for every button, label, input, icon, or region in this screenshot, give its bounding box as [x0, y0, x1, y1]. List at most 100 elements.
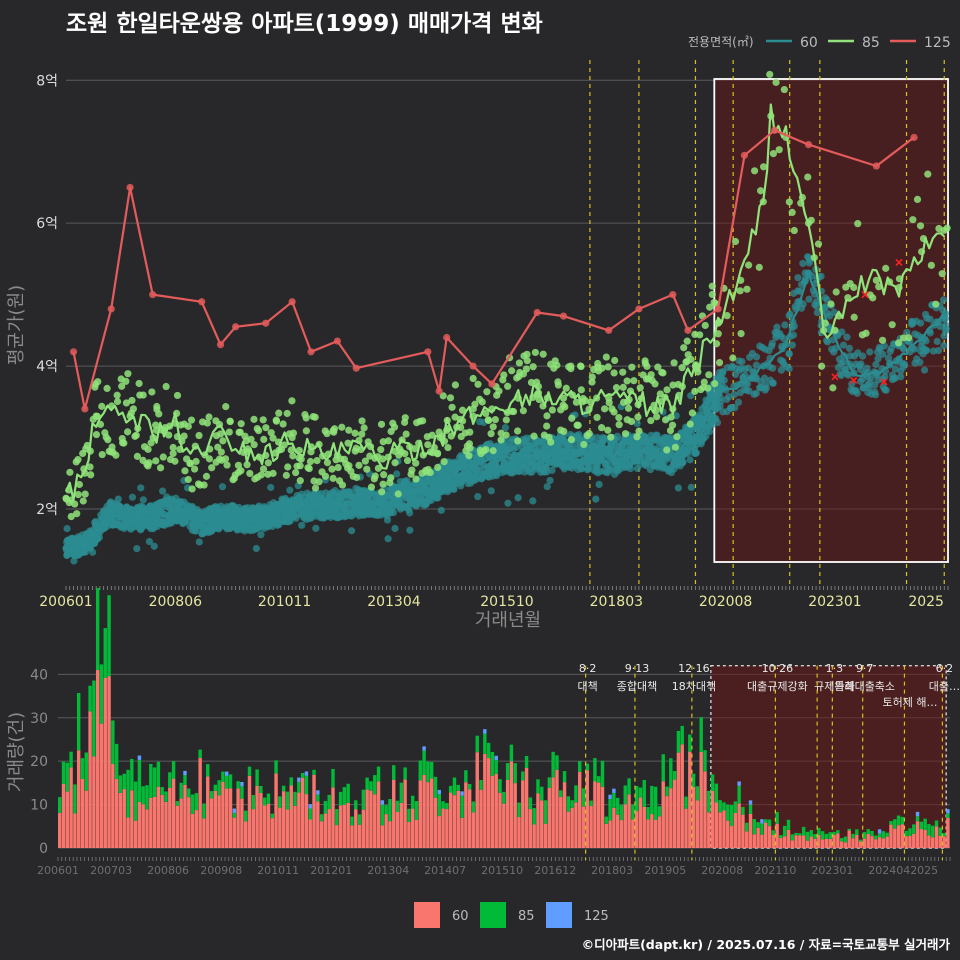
volume-bar-85 — [623, 785, 627, 805]
volume-bar-85 — [820, 831, 825, 840]
scatter-point-85 — [483, 388, 491, 396]
scatter-point-85 — [772, 78, 780, 86]
volume-bar-85 — [657, 806, 662, 817]
volume-bar-85 — [540, 786, 544, 801]
volume-bar-60 — [168, 787, 172, 848]
volume-bar-60 — [262, 805, 267, 848]
scatter-point-60 — [840, 358, 848, 366]
volume-bar-60 — [133, 820, 138, 848]
volume-bar-85 — [411, 795, 415, 809]
scatter-point-85 — [267, 429, 275, 437]
scatter-point-60 — [805, 254, 813, 262]
volume-bar-85 — [202, 803, 206, 819]
volume-bar-60 — [395, 812, 400, 848]
scatter-point-60 — [674, 484, 682, 492]
volume-bar-85 — [896, 815, 901, 826]
data-point-85 — [850, 283, 858, 292]
scatter-point-85 — [226, 417, 234, 425]
scatter-point-85 — [736, 287, 744, 295]
scatter-point-60 — [393, 470, 401, 478]
scatter-point-85 — [755, 263, 763, 271]
scatter-point-85 — [131, 432, 139, 440]
volume-bar-85 — [946, 813, 950, 819]
volume-bar-60 — [722, 810, 726, 848]
scatter-point-85 — [402, 430, 410, 438]
scatter-point-85 — [704, 384, 712, 392]
scatter-point-60 — [303, 489, 311, 497]
scatter-point-60 — [625, 462, 633, 470]
volume-bar-60 — [760, 834, 764, 848]
volume-bar-60 — [471, 812, 476, 848]
volume-bar-60 — [733, 812, 738, 848]
scatter-point-60 — [228, 502, 236, 510]
scatter-point-85 — [155, 410, 163, 418]
volume-bar-60 — [202, 818, 206, 848]
scatter-point-85 — [484, 416, 493, 425]
scatter-point-60 — [633, 419, 641, 428]
scatter-point-85 — [530, 432, 538, 440]
scatter-point-60 — [731, 404, 739, 412]
scatter-point-60 — [903, 328, 911, 336]
scatter-point-85 — [284, 463, 292, 471]
volume-bar-85 — [695, 786, 700, 801]
volume-bar-60 — [745, 831, 749, 848]
volume-bar-60 — [642, 806, 646, 848]
price-y-tick: 6억 — [36, 216, 58, 232]
volume-bar-60 — [915, 821, 920, 848]
volume-bar-85 — [152, 767, 157, 797]
scatter-point-85 — [489, 447, 497, 455]
scatter-point-85 — [353, 473, 361, 482]
scatter-point-60 — [752, 353, 761, 361]
volume-bar-60 — [870, 836, 874, 848]
volume-bar-85 — [578, 761, 582, 772]
scatter-point-85 — [780, 85, 788, 94]
scatter-point-60 — [879, 350, 887, 358]
scatter-point-60 — [577, 464, 585, 473]
scatter-point-60 — [910, 345, 919, 353]
volume-bar-85 — [745, 822, 749, 832]
volume-bar-60 — [281, 791, 286, 848]
volume-bar-85 — [456, 784, 460, 791]
price-y-tick: 2억 — [36, 502, 58, 518]
volume-bar-60 — [509, 761, 514, 848]
volume-bar-60 — [285, 809, 290, 848]
volume-bar-85 — [259, 786, 263, 794]
volume-bar-85 — [380, 804, 385, 826]
scatter-point-85 — [237, 467, 245, 475]
scatter-point-85 — [531, 348, 539, 357]
scatter-point-60 — [713, 418, 722, 427]
volume-bar-85 — [149, 763, 153, 798]
volume-bar-85 — [509, 744, 514, 762]
volume-bar-85 — [805, 831, 810, 841]
volume-x-tick: 200806 — [147, 864, 189, 877]
scatter-point-60 — [546, 476, 554, 485]
scatter-point-85 — [148, 388, 156, 396]
scatter-point-60 — [897, 373, 905, 381]
scatter-point-60 — [406, 509, 414, 517]
scatter-point-85 — [246, 469, 254, 478]
scatter-point-60 — [63, 524, 71, 533]
scatter-point-85 — [255, 426, 263, 435]
scatter-point-60 — [437, 506, 445, 514]
volume-bar-60 — [103, 678, 107, 848]
volume-bar-60 — [490, 775, 495, 848]
volume-bar-85 — [684, 796, 688, 809]
volume-bar-60 — [149, 797, 153, 848]
volume-bar-85 — [61, 761, 66, 784]
scatter-point-85 — [466, 444, 474, 452]
scatter-point-85 — [345, 426, 353, 434]
volume-bar-60 — [604, 823, 609, 848]
scatter-point-85 — [247, 435, 255, 443]
volume-bar-85 — [688, 734, 692, 752]
volume-bar-85 — [270, 813, 274, 819]
volume-bar-60 — [418, 780, 423, 848]
volume-bar-60 — [931, 837, 935, 848]
volume-bar-60 — [164, 801, 168, 848]
scatter-point-85 — [180, 432, 188, 440]
scatter-point-60 — [741, 371, 749, 379]
volume-bar-85 — [900, 816, 905, 825]
volume-bar-60 — [631, 819, 635, 848]
volume-bar-85 — [255, 769, 259, 786]
volume-bar-60 — [137, 801, 142, 848]
legend-bottom-85: 85 — [518, 909, 535, 924]
